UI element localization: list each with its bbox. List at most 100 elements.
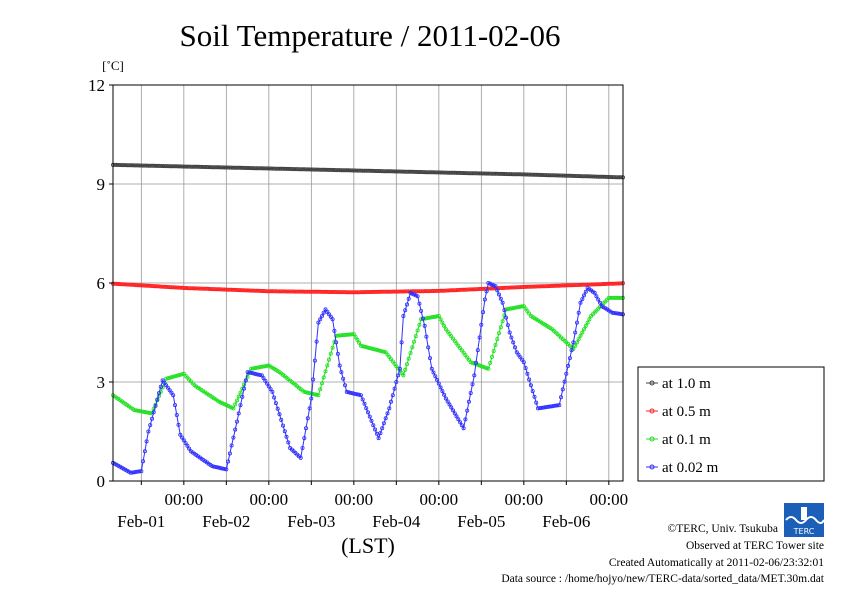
data-point — [571, 173, 576, 178]
data-point — [231, 435, 236, 440]
data-point — [250, 371, 255, 376]
data-point — [222, 466, 227, 471]
data-point — [302, 389, 307, 394]
data-point — [137, 408, 142, 413]
data-point — [454, 414, 459, 419]
data-point — [426, 345, 431, 350]
data-point — [569, 283, 574, 288]
data-point — [376, 348, 381, 353]
y-axis-ticks: 0 3 6 9 12 — [88, 76, 113, 491]
data-point — [256, 372, 261, 377]
data-point — [263, 364, 268, 369]
legend-marker — [649, 436, 655, 442]
data-point — [176, 285, 181, 290]
data-point — [388, 169, 393, 174]
data-point — [279, 166, 284, 171]
data-point — [296, 167, 301, 172]
data-point — [358, 168, 363, 173]
data-point — [426, 170, 431, 175]
data-point — [261, 376, 266, 381]
data-point — [576, 282, 581, 287]
data-point — [367, 414, 372, 419]
data-point — [188, 164, 193, 169]
data-point — [360, 397, 365, 402]
data-point — [355, 337, 360, 342]
data-point — [188, 286, 193, 291]
x-tick-time: 00:00 — [419, 490, 458, 509]
data-point — [387, 406, 392, 411]
data-point — [326, 312, 331, 317]
data-point — [539, 284, 544, 289]
data-point — [256, 288, 261, 293]
data-point — [133, 283, 138, 288]
data-point — [357, 290, 362, 295]
data-point — [442, 323, 447, 328]
data-point — [261, 288, 266, 293]
data-point — [582, 282, 587, 287]
legend-label: at 0.02 m — [662, 460, 719, 476]
data-point — [334, 289, 339, 294]
data-point — [433, 314, 438, 319]
data-point — [527, 172, 532, 177]
data-point — [344, 389, 349, 394]
data-point — [126, 282, 131, 287]
terc-logo-text: TERC — [793, 527, 815, 536]
data-point — [305, 416, 310, 421]
y-tick-label: 9 — [97, 175, 106, 194]
data-point — [465, 408, 470, 413]
data-point — [551, 403, 556, 408]
data-point — [534, 400, 539, 405]
data-point — [511, 306, 516, 311]
legend: at 1.0 m at 0.5 m at 0.1 m at 0.02 m — [646, 376, 719, 476]
data-point — [613, 281, 618, 286]
data-point — [339, 333, 344, 338]
data-point — [374, 431, 379, 436]
data-point — [520, 304, 525, 309]
data-point — [571, 340, 576, 345]
data-point — [298, 455, 303, 460]
data-point — [394, 289, 399, 294]
data-point — [172, 374, 177, 379]
data-point — [218, 165, 223, 170]
data-point — [403, 308, 408, 313]
data-point — [229, 443, 234, 448]
data-point — [440, 320, 445, 325]
data-point — [507, 330, 512, 335]
data-point — [334, 340, 339, 345]
data-point — [369, 418, 374, 423]
data-point — [473, 171, 478, 176]
data-point — [206, 165, 211, 170]
x-tick-time: 00:00 — [249, 490, 288, 509]
data-point — [495, 288, 500, 293]
data-point — [169, 285, 174, 290]
data-point — [435, 377, 440, 382]
data-point — [116, 281, 121, 286]
data-point — [307, 406, 312, 411]
legend-label: at 0.5 m — [662, 404, 711, 420]
data-point — [461, 426, 466, 431]
data-point — [583, 323, 588, 328]
data-point — [353, 334, 358, 339]
data-point — [383, 416, 388, 421]
data-point — [211, 165, 216, 170]
data-point — [388, 289, 393, 294]
data-point — [171, 374, 176, 379]
data-point — [298, 167, 303, 172]
data-point — [116, 162, 121, 167]
data-point — [312, 358, 317, 363]
data-point — [215, 465, 220, 470]
data-point — [488, 360, 493, 365]
data-point — [121, 282, 126, 287]
data-point — [187, 286, 192, 291]
data-point — [128, 470, 133, 475]
data-point — [559, 173, 564, 178]
data-point — [429, 366, 434, 371]
data-point — [376, 436, 381, 441]
y-tick-label: 0 — [97, 472, 106, 491]
data-point — [454, 288, 459, 293]
data-point — [357, 340, 362, 345]
data-point — [342, 383, 347, 388]
data-point — [399, 289, 404, 294]
data-point — [318, 317, 323, 322]
data-point — [303, 426, 308, 431]
